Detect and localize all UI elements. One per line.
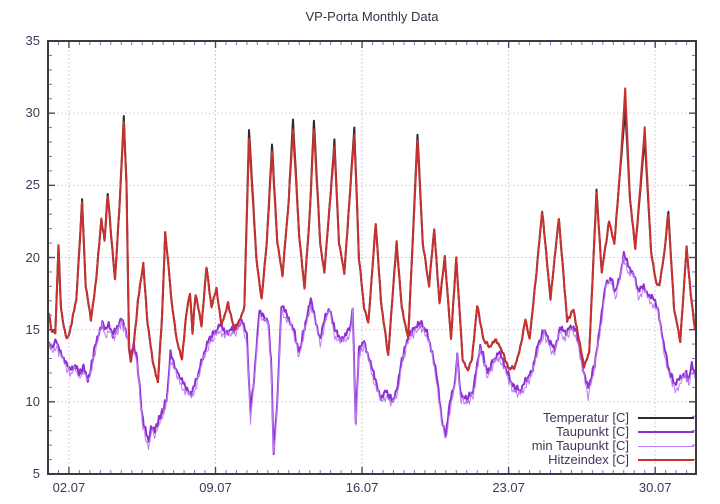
y-tick-label: 10 [25,393,40,409]
x-tick-label: 30.07 [638,480,672,495]
legend-label-temperatur: Temperatur [C] [543,410,629,425]
legend-item-hitzeindex: Hitzeindex [C] [532,453,694,467]
y-tick-label: 35 [25,33,40,48]
legend-item-taupunkt: Taupunkt [C] [532,425,694,439]
legend-item-temperatur: Temperatur [C] [532,411,694,425]
x-tick-label: 02.07 [52,480,86,495]
legend-line-sample-temperatur [638,417,694,419]
chart-title: VP-Porta Monthly Data [305,9,439,24]
legend-line-sample-taupunkt [638,431,694,433]
legend-item-min-taupunkt: min Taupunkt [C] [532,439,694,453]
legend-line-sample-hitzeindex [638,459,694,461]
chart-legend: Temperatur [C] Taupunkt [C] min Taupunkt… [532,411,694,467]
x-tick-label: 23.07 [492,480,525,495]
y-tick-label: 15 [25,321,40,337]
x-tick-label: 09.07 [199,480,232,495]
y-tick-label: 5 [32,466,40,481]
legend-line-sample-min-taupunkt [638,445,694,447]
y-tick-label: 25 [25,177,40,193]
x-tick-label: 16.07 [345,480,379,495]
y-tick-label: 20 [25,249,40,265]
legend-label-hitzeindex: Hitzeindex [C] [548,452,629,467]
y-tick-label: 30 [25,105,40,121]
legend-label-min-taupunkt: min Taupunkt [C] [531,438,629,453]
legend-label-taupunkt: Taupunkt [C] [556,424,629,439]
